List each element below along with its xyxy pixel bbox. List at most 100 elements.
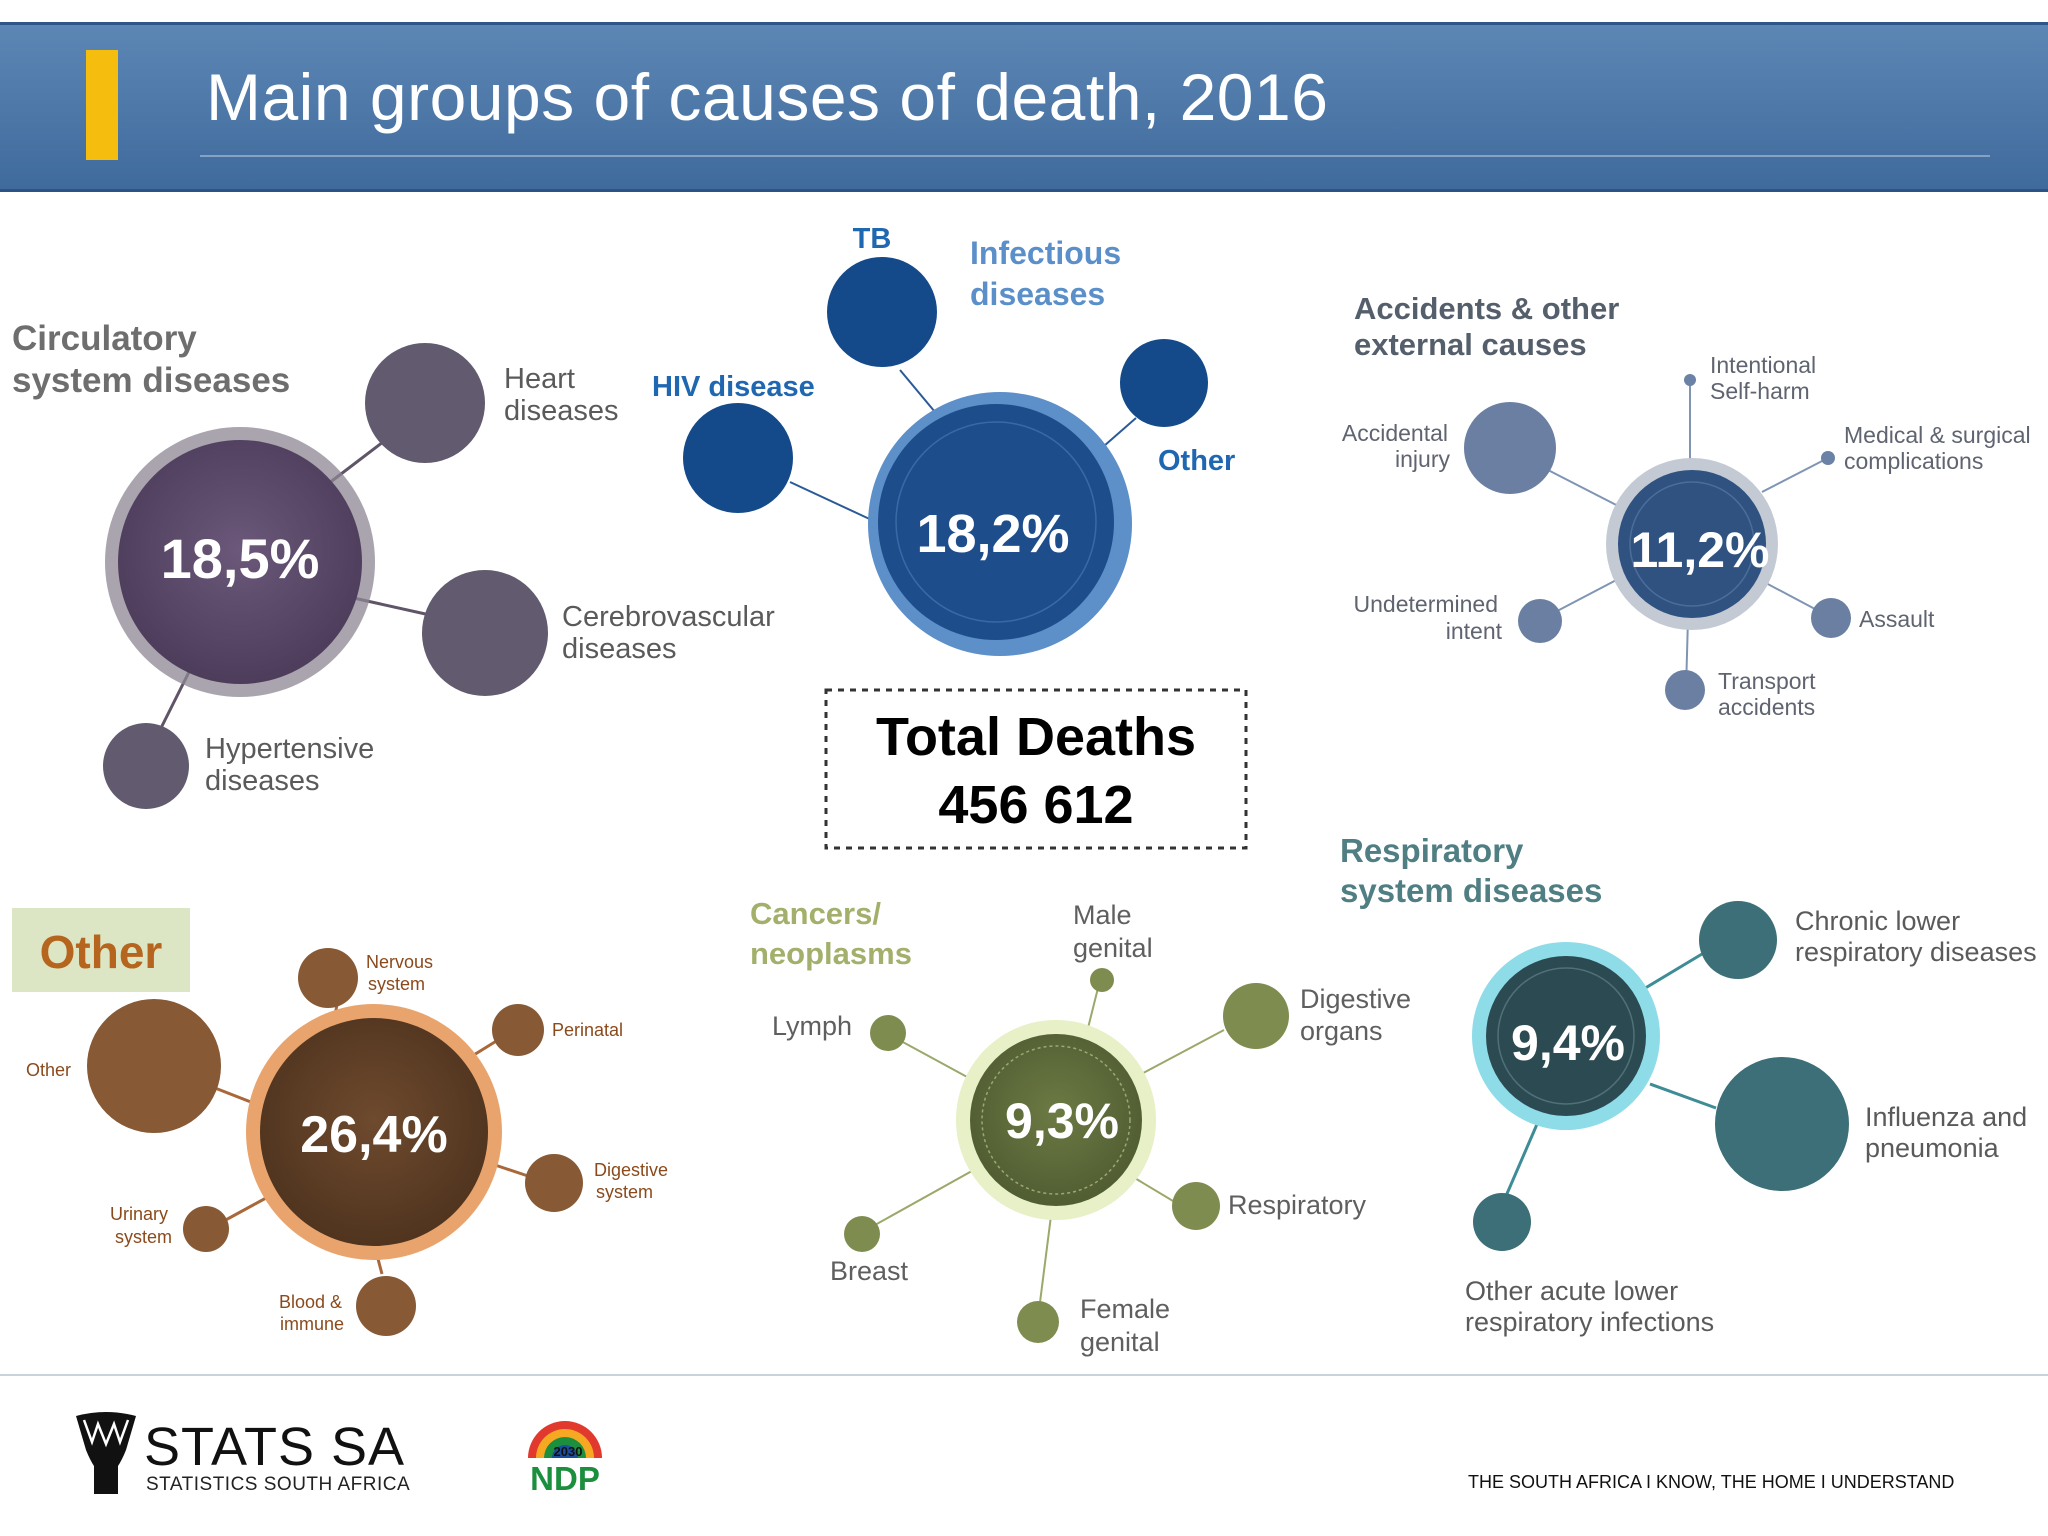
connector-line xyxy=(899,369,941,419)
heart-diseases-bubble xyxy=(365,343,485,463)
circulatory-group: 18,5% Circulatory system diseases Heart … xyxy=(12,319,775,809)
accidental-injury-bubble xyxy=(1464,402,1556,494)
cerebrovascular-bubble xyxy=(422,570,548,696)
hypertensive-bubble xyxy=(103,723,189,809)
influenza-label-line2: pneumonia xyxy=(1865,1133,2000,1163)
assault-label: Assault xyxy=(1859,606,1935,632)
stats-sa-logo: STATS SA STATISTICS SOUTH AFRICA xyxy=(74,1410,414,1500)
other-group: Other 26,4% Nervous system Perinatal Oth… xyxy=(12,908,668,1336)
nervous-label-line2: system xyxy=(368,974,425,994)
connector-line xyxy=(1547,469,1627,511)
cancers-main-bubble xyxy=(970,1034,1142,1206)
perinatal-bubble xyxy=(492,1004,544,1056)
hypertensive-label-line2: diseases xyxy=(205,765,319,797)
respiratory-main-bubble xyxy=(1486,956,1646,1116)
respiratory-cancer-label: Respiratory xyxy=(1228,1190,1367,1220)
footer: STATS SA STATISTICS SOUTH AFRICA 2030 ND… xyxy=(0,1376,2048,1536)
circulatory-main-bubble xyxy=(118,440,362,684)
other-sub-label: Other xyxy=(26,1060,71,1080)
tb-label: TB xyxy=(853,223,892,255)
hypertensive-label-line1: Hypertensive xyxy=(205,733,374,765)
circulatory-percent: 18,5% xyxy=(161,527,320,590)
chronic-label-line1: Chronic lower xyxy=(1795,906,1960,936)
ndp-year: 2030 xyxy=(554,1444,583,1459)
nervous-label-line1: Nervous xyxy=(366,952,433,972)
respiratory-title-line2: system diseases xyxy=(1340,872,1602,909)
digestive-system-label-line1: Digestive xyxy=(594,1160,668,1180)
accidents-title-line1: Accidents & other xyxy=(1354,291,1619,326)
total-deaths-border xyxy=(824,688,1248,850)
causes-of-death-diagram: 18,5% Circulatory system diseases Heart … xyxy=(12,223,2037,1357)
cancers-percent: 9,3% xyxy=(1005,1093,1119,1149)
header-divider xyxy=(200,155,1990,157)
heart-label-line2: diseases xyxy=(504,395,618,427)
accidents-percent: 11,2% xyxy=(1630,522,1769,578)
other-title-box xyxy=(12,908,190,992)
influenza-bubble xyxy=(1715,1057,1849,1191)
nervous-bubble xyxy=(298,948,358,1008)
connector-line xyxy=(1641,952,1703,992)
infectious-percent: 18,2% xyxy=(916,504,1069,564)
digestive-organs-label-line2: organs xyxy=(1300,1016,1383,1046)
cancers-title-line2: neoplasms xyxy=(750,936,912,971)
influenza-label-line1: Influenza and xyxy=(1865,1102,2027,1132)
female-label-line1: Female xyxy=(1080,1294,1170,1324)
respiratory-inner-ring xyxy=(1497,967,1635,1105)
infectious-main-bubble xyxy=(878,404,1114,640)
other-main-bubble xyxy=(260,1018,488,1246)
respiratory-percent: 9,4% xyxy=(1511,1015,1625,1071)
accidents-title-line2: external causes xyxy=(1354,327,1587,362)
transport-label-line1: Transport xyxy=(1718,668,1816,694)
breast-bubble xyxy=(844,1216,880,1252)
digestive-system-bubble xyxy=(525,1154,583,1212)
cerebro-label-line2: diseases xyxy=(562,633,676,665)
female-genital-bubble xyxy=(1017,1301,1059,1343)
other-acute-label-line1: Other acute lower xyxy=(1465,1276,1678,1306)
medical-dot xyxy=(1821,451,1835,465)
drum-icon xyxy=(76,1412,136,1494)
connector-line xyxy=(1129,1029,1225,1081)
page-title: Main groups of causes of death, 2016 xyxy=(206,60,1329,134)
respiratory-cancer-bubble xyxy=(1172,1182,1220,1230)
cancers-inner-ring xyxy=(981,1045,1131,1195)
accidents-main-bubble xyxy=(1618,470,1766,618)
digestive-organs-label-line1: Digestive xyxy=(1300,984,1411,1014)
connector-line xyxy=(1103,417,1137,447)
infectious-group: 18,2% Infectious diseases TB HIV disease… xyxy=(652,223,1235,656)
self-harm-label-line2: Self-harm xyxy=(1710,378,1810,404)
hiv-label: HIV disease xyxy=(652,371,815,403)
assault-bubble xyxy=(1811,598,1851,638)
ndp-2030-logo: 2030 NDP xyxy=(528,1421,602,1494)
digestive-organs-bubble xyxy=(1223,983,1289,1049)
perinatal-label: Perinatal xyxy=(552,1020,623,1040)
transport-label-line2: accidents xyxy=(1718,694,1815,720)
connector-line xyxy=(789,481,877,523)
total-deaths-value: 456 612 xyxy=(938,775,1133,835)
undetermined-label-line2: intent xyxy=(1446,618,1503,644)
respiratory-title-line1: Respiratory xyxy=(1340,832,1524,869)
connector-line xyxy=(1037,1207,1053,1319)
accidents-inner-ring xyxy=(1629,481,1755,607)
infectious-other-label: Other xyxy=(1158,445,1235,477)
urinary-label-line1: Urinary xyxy=(110,1204,168,1224)
undetermined-bubble xyxy=(1518,599,1562,643)
medical-label-line1: Medical & surgical xyxy=(1844,422,2031,448)
infectious-inner-ring xyxy=(895,421,1097,623)
other-acute-label-line2: respiratory infections xyxy=(1465,1307,1714,1337)
ndp-text: NDP xyxy=(530,1460,600,1494)
respiratory-group: 9,4% Respiratory system diseases Chronic… xyxy=(1340,832,2037,1337)
heart-label-line1: Heart xyxy=(504,363,575,395)
other-title: Other xyxy=(40,926,163,978)
other-acute-bubble xyxy=(1473,1193,1531,1251)
footer-slogan: THE SOUTH AFRICA I KNOW, THE HOME I UNDE… xyxy=(1468,1472,1955,1492)
header-accent-bar xyxy=(86,50,118,160)
male-label-line1: Male xyxy=(1073,900,1132,930)
female-label-line2: genital xyxy=(1080,1327,1160,1357)
urinary-bubble xyxy=(183,1206,229,1252)
connector-line xyxy=(1761,458,1827,493)
undetermined-label-line1: Undetermined xyxy=(1354,591,1498,617)
header-bar: Main groups of causes of death, 2016 xyxy=(0,22,2048,192)
self-harm-label-line1: Intentional xyxy=(1710,352,1816,378)
logo-name: STATS SA xyxy=(144,1417,406,1477)
tb-bubble xyxy=(827,257,937,367)
